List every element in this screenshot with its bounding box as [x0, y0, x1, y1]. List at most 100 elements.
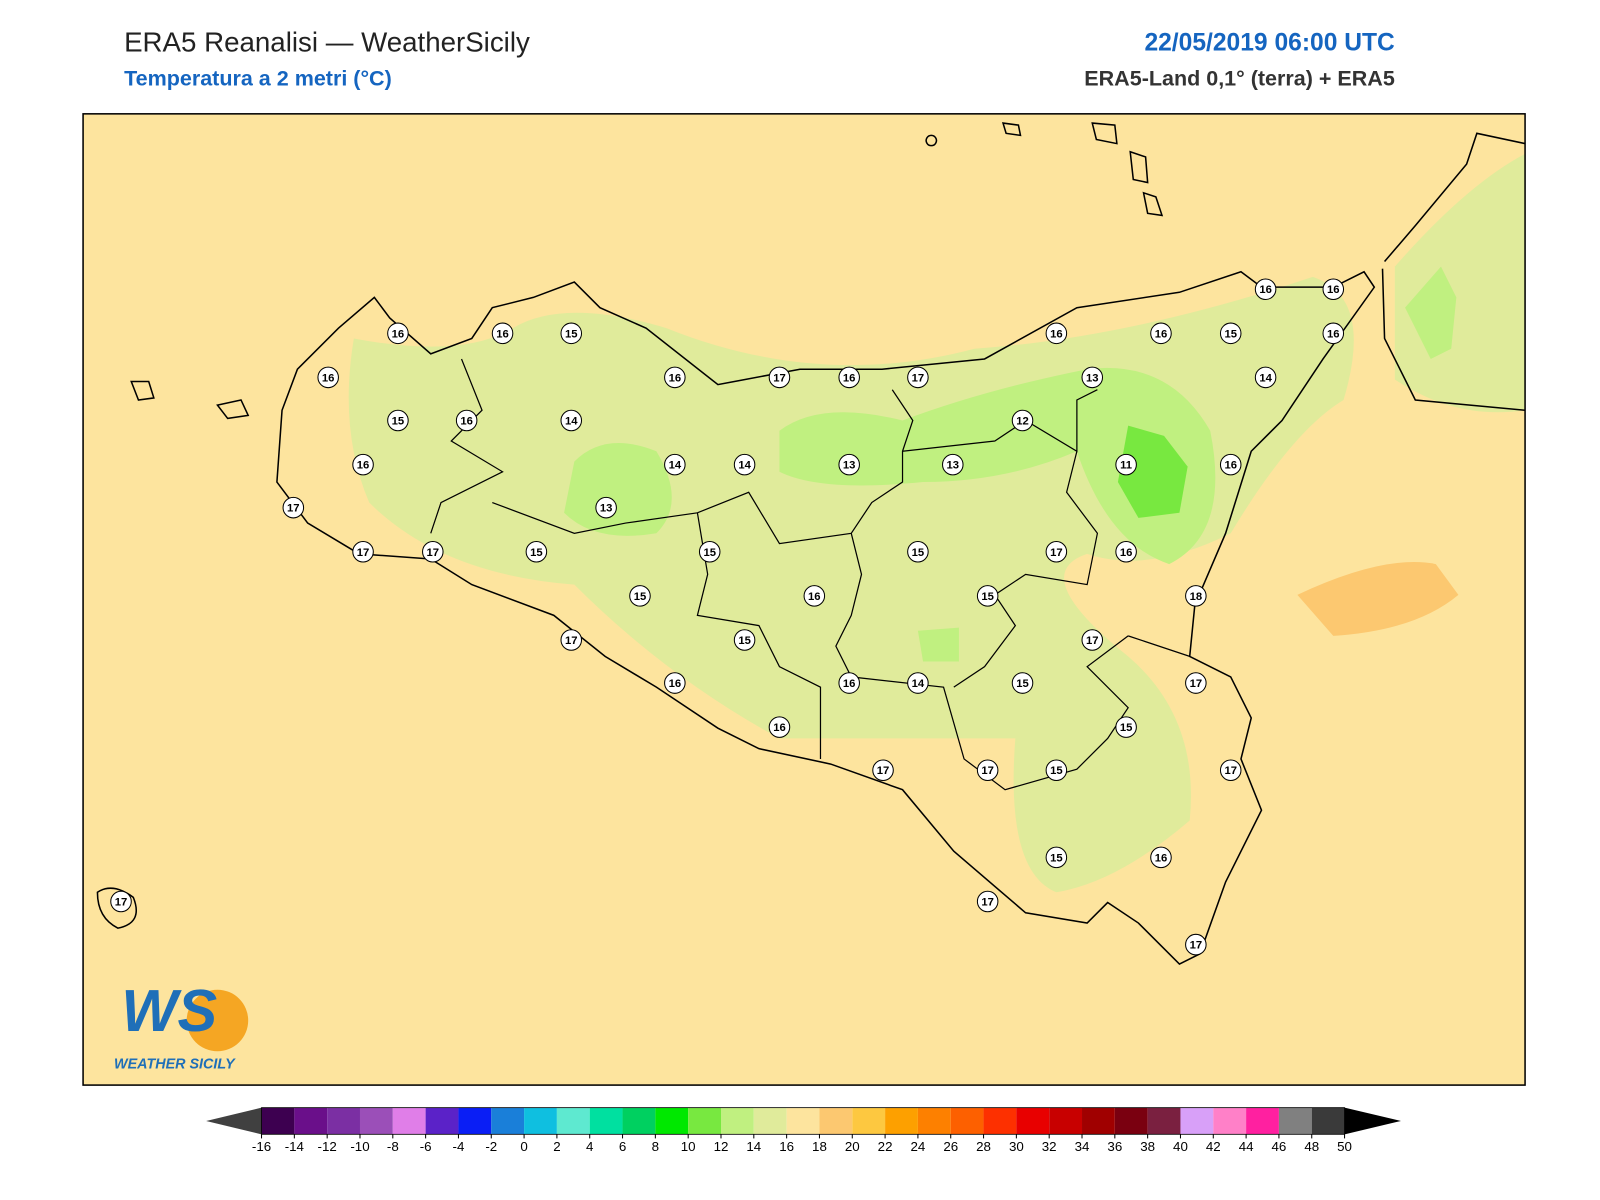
station-value: 11	[1120, 460, 1132, 472]
station-marker	[110, 890, 132, 913]
colorbar-tick-label: 2	[553, 1139, 560, 1154]
colorbar-tick-label: 32	[1042, 1139, 1057, 1154]
colorbar-tick-label: -8	[387, 1139, 399, 1154]
station-value: 17	[1190, 940, 1203, 952]
colorbar-tick-label: 24	[910, 1139, 925, 1154]
station-marker	[352, 541, 374, 563]
station-value: 15	[1050, 765, 1063, 777]
colorbar-swatch	[556, 1107, 590, 1135]
colorbar-tick-label: 30	[1009, 1139, 1024, 1154]
colorbar-over	[1344, 1107, 1401, 1135]
colorbar-swatch	[950, 1107, 984, 1135]
station-marker	[560, 409, 583, 432]
colorbar-tick-label: -10	[350, 1139, 369, 1154]
station-value: 16	[843, 372, 856, 384]
station-value: 16	[460, 416, 473, 428]
station-value: 17	[565, 635, 578, 647]
station-marker	[1045, 322, 1068, 345]
station-value: 15	[565, 328, 578, 340]
colorbar-swatch	[261, 1107, 295, 1135]
colorbar-swatch	[1213, 1107, 1247, 1135]
colorbar-tick-label: 44	[1239, 1139, 1254, 1154]
station-marker	[976, 759, 999, 781]
station-value: 14	[912, 678, 925, 690]
station-value: 15	[1050, 852, 1063, 864]
colorbar-swatch	[1016, 1107, 1050, 1135]
station-marker	[733, 629, 756, 651]
station-value: 13	[1086, 372, 1099, 384]
colorbar-tick-label: -12	[318, 1139, 337, 1154]
colorbar-swatch	[458, 1107, 492, 1135]
station-marker	[1081, 629, 1104, 651]
island	[130, 122, 1164, 420]
station-value: 14	[1259, 372, 1272, 384]
colorbar-swatch	[491, 1107, 525, 1135]
station-value: 12	[1016, 416, 1029, 428]
colorbar-swatch	[917, 1107, 951, 1135]
colorbar-swatch	[688, 1107, 721, 1135]
map: 16 16 15 16 15 16 14 16 16 17 16 17 14 14 13 13 13 17 17 17…	[83, 113, 1526, 1086]
stations: 16 16 15 16 15 16 14 16 16 17 16 17 14 14 13 13 13 17 17 17…	[110, 278, 1345, 956]
logo: WS WEATHER SICILY	[114, 977, 249, 1072]
station-marker	[352, 453, 374, 476]
colorbar-tick-label: 8	[652, 1139, 659, 1154]
station-marker	[1185, 585, 1207, 607]
station-value: 16	[669, 372, 682, 384]
source: ERA5-Land 0,1° (terra) + ERA5	[1084, 67, 1395, 91]
station-value: 16	[808, 591, 821, 603]
station-marker	[838, 366, 860, 389]
calabria-coast	[1381, 132, 1526, 412]
colorbar: -16 -14 -12 -10 -8 -6 -4 -2 0 2 4 6 8 10 12 14 16 18 20 22 2…	[206, 1107, 1401, 1154]
station-marker	[1150, 846, 1172, 869]
station-marker	[733, 453, 756, 476]
station-marker	[1219, 322, 1242, 345]
colorbar-swatch	[622, 1107, 656, 1135]
colorbar-swatch	[294, 1107, 328, 1135]
station-marker	[838, 453, 860, 476]
station-marker	[422, 541, 444, 563]
station-marker	[1254, 278, 1277, 300]
colorbar-tick-label: 18	[812, 1139, 827, 1154]
station-value: 16	[669, 678, 682, 690]
station-value: 17	[877, 765, 890, 777]
station-value: 17	[981, 897, 994, 909]
station-marker	[1045, 541, 1068, 563]
colorbar-swatch	[852, 1107, 886, 1135]
station-value: 16	[773, 722, 786, 734]
colorbar-tick-label: 4	[586, 1139, 594, 1154]
station-value: 14	[565, 416, 578, 428]
station-marker	[455, 409, 478, 432]
station-value: 17	[357, 547, 370, 559]
station-marker	[664, 672, 686, 694]
station-marker	[942, 453, 964, 476]
colorbar-swatch	[589, 1107, 623, 1135]
station-marker	[1115, 716, 1137, 738]
station-value: 16	[496, 328, 509, 340]
colorbar-tick-label: -14	[285, 1139, 305, 1154]
colorbar-tick-label: 22	[878, 1139, 893, 1154]
station-value: 17	[912, 372, 925, 384]
station-marker	[629, 585, 651, 607]
station-value: 15	[392, 416, 405, 428]
colorbar-under	[206, 1107, 262, 1135]
colorbar-swatch	[1082, 1107, 1115, 1135]
station-marker	[491, 322, 514, 345]
island	[96, 887, 137, 929]
colorbar-swatch	[327, 1107, 360, 1135]
colorbar-tick-label: 38	[1140, 1139, 1155, 1154]
logo-mark: WS	[121, 977, 217, 1044]
station-value: 17	[1050, 547, 1063, 559]
station-marker	[1322, 322, 1345, 345]
colorbar-tick-label: 26	[943, 1139, 958, 1154]
subtitle: Temperatura a 2 metri (°C)	[124, 67, 392, 91]
station-value: 17	[1086, 635, 1099, 647]
map-root: ERA5 Reanalisi — WeatherSicily Temperatu…	[82, 26, 1526, 1154]
colorbar-tick-label: -4	[453, 1139, 465, 1154]
station-marker	[560, 629, 583, 651]
colorbar-swatch	[1147, 1107, 1181, 1135]
station-value: 16	[392, 328, 405, 340]
station-marker	[768, 716, 791, 738]
colorbar-tick-label: 46	[1272, 1139, 1287, 1154]
station-value: 17	[773, 372, 786, 384]
